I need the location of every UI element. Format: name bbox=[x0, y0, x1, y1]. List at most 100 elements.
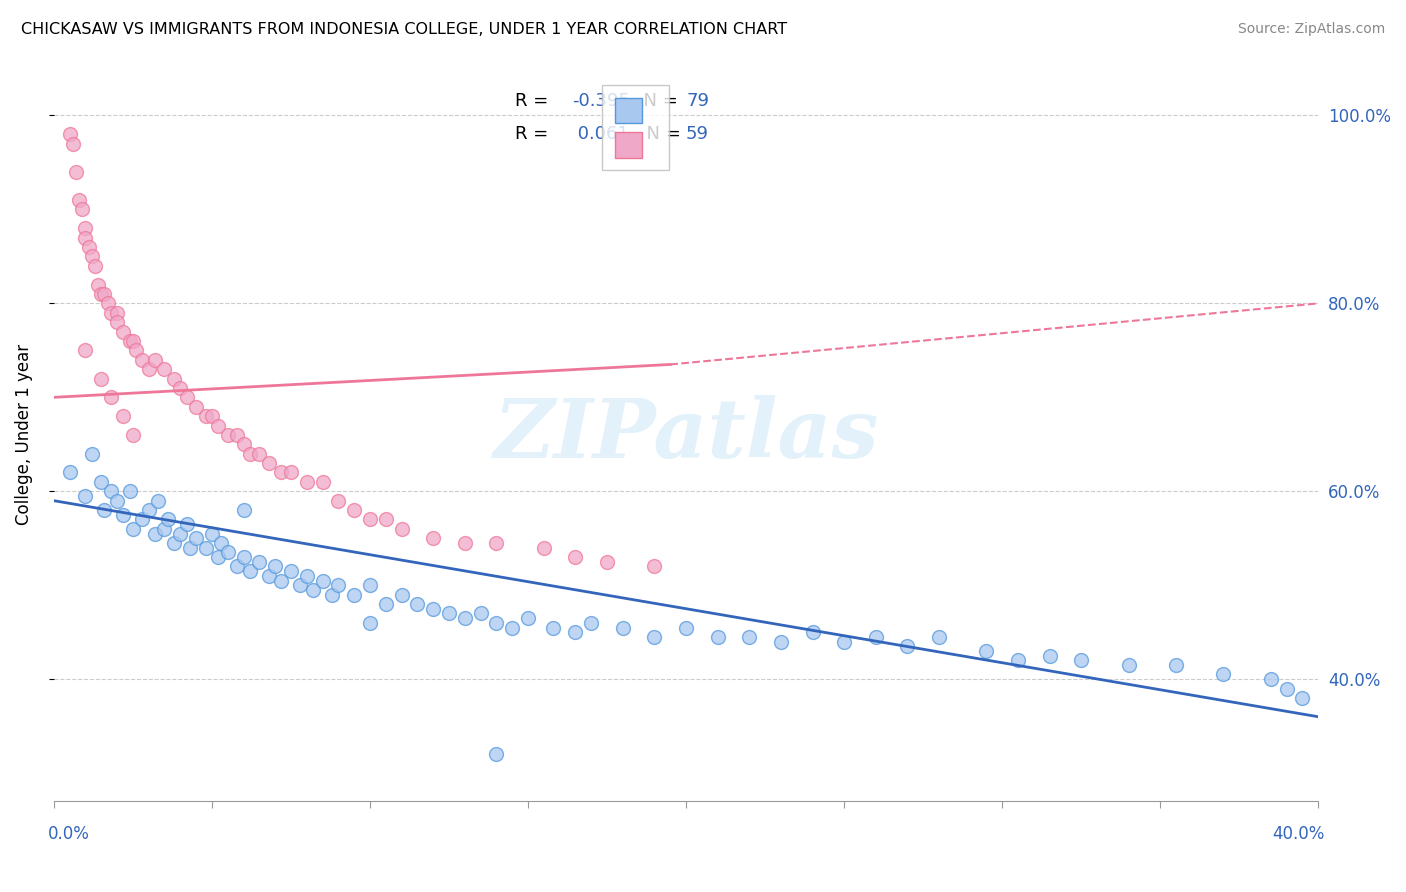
Point bbox=[67, 193, 90, 207]
Point bbox=[153, 362, 176, 376]
Point bbox=[105, 306, 128, 320]
Text: Source: ZipAtlas.com: Source: ZipAtlas.com bbox=[1237, 22, 1385, 37]
Point bbox=[201, 526, 224, 541]
Point bbox=[163, 536, 186, 550]
Point bbox=[93, 287, 115, 301]
Text: 59: 59 bbox=[686, 126, 709, 144]
Point bbox=[121, 428, 143, 442]
Point bbox=[194, 409, 217, 424]
Point bbox=[77, 240, 100, 254]
Point bbox=[143, 526, 166, 541]
Point bbox=[90, 371, 112, 385]
Point bbox=[176, 390, 198, 404]
Point bbox=[75, 343, 97, 358]
Point bbox=[485, 536, 508, 550]
Point bbox=[105, 315, 128, 329]
Point bbox=[1212, 667, 1234, 681]
Point bbox=[1039, 648, 1062, 663]
Point bbox=[706, 630, 728, 644]
Point bbox=[302, 582, 325, 597]
Point bbox=[146, 493, 169, 508]
Point bbox=[118, 334, 141, 348]
Point bbox=[517, 611, 540, 625]
Text: 40.0%: 40.0% bbox=[1272, 825, 1324, 843]
Text: N =: N = bbox=[631, 93, 683, 111]
Point bbox=[270, 574, 292, 588]
Point bbox=[179, 541, 201, 555]
Text: ZIPatlas: ZIPatlas bbox=[494, 395, 879, 475]
Point bbox=[470, 607, 492, 621]
Point bbox=[163, 371, 186, 385]
Point bbox=[1291, 690, 1313, 705]
Point bbox=[207, 549, 229, 564]
Point bbox=[121, 522, 143, 536]
Point bbox=[359, 512, 381, 526]
Point bbox=[359, 578, 381, 592]
Point bbox=[194, 541, 217, 555]
Point bbox=[1260, 672, 1282, 686]
Point bbox=[343, 588, 366, 602]
Point bbox=[131, 512, 153, 526]
Point bbox=[422, 601, 444, 615]
Point bbox=[97, 296, 120, 310]
Point bbox=[184, 400, 207, 414]
Point bbox=[93, 503, 115, 517]
Point bbox=[270, 466, 292, 480]
Point bbox=[328, 578, 350, 592]
Point bbox=[232, 437, 254, 451]
Point bbox=[153, 522, 176, 536]
Point bbox=[454, 536, 477, 550]
Point bbox=[62, 136, 84, 151]
Point bbox=[112, 508, 135, 522]
Point bbox=[406, 597, 429, 611]
Point bbox=[738, 630, 761, 644]
Point bbox=[1070, 653, 1092, 667]
Point bbox=[232, 503, 254, 517]
Point bbox=[374, 597, 396, 611]
Point bbox=[564, 625, 586, 640]
Point bbox=[1118, 658, 1140, 673]
Point bbox=[976, 644, 998, 658]
Point bbox=[156, 512, 179, 526]
Point bbox=[87, 277, 110, 292]
Point bbox=[257, 456, 280, 470]
Point bbox=[485, 615, 508, 630]
Point bbox=[264, 559, 287, 574]
Point bbox=[72, 202, 94, 217]
Point bbox=[311, 475, 333, 489]
Point bbox=[295, 475, 318, 489]
Text: 0.0%: 0.0% bbox=[48, 825, 90, 843]
Point bbox=[232, 549, 254, 564]
Point bbox=[579, 615, 602, 630]
Point bbox=[374, 512, 396, 526]
Point bbox=[207, 418, 229, 433]
Point bbox=[59, 128, 82, 142]
Point bbox=[112, 409, 135, 424]
Point bbox=[226, 428, 249, 442]
Point bbox=[422, 531, 444, 545]
Point bbox=[100, 484, 122, 499]
Point bbox=[769, 634, 792, 648]
Point bbox=[643, 630, 665, 644]
Point bbox=[1164, 658, 1187, 673]
Point bbox=[100, 390, 122, 404]
Point bbox=[176, 517, 198, 532]
Point bbox=[138, 503, 160, 517]
Point bbox=[257, 569, 280, 583]
Point bbox=[125, 343, 148, 358]
Point bbox=[59, 466, 82, 480]
Point bbox=[295, 569, 318, 583]
Point bbox=[643, 559, 665, 574]
Point bbox=[201, 409, 224, 424]
Point bbox=[280, 466, 302, 480]
Text: N =: N = bbox=[636, 126, 688, 144]
Point bbox=[121, 334, 143, 348]
Point bbox=[437, 607, 460, 621]
Point bbox=[564, 549, 586, 564]
Point bbox=[118, 484, 141, 499]
Point bbox=[280, 564, 302, 578]
Point bbox=[90, 287, 112, 301]
Point bbox=[896, 640, 918, 654]
Point bbox=[612, 620, 634, 634]
Legend: , : , bbox=[602, 85, 669, 170]
